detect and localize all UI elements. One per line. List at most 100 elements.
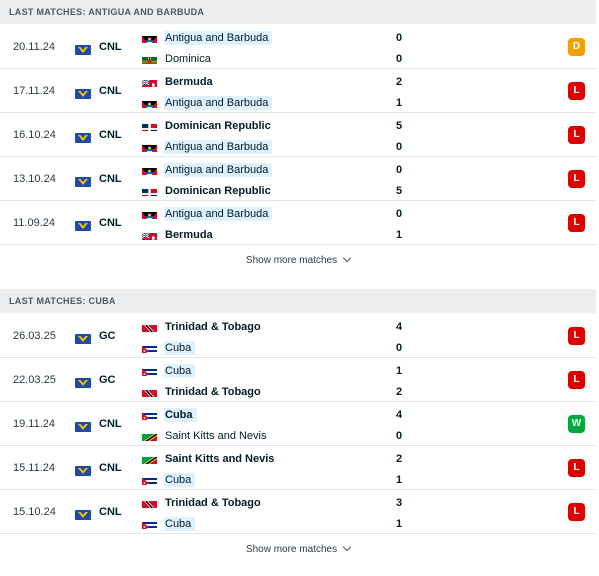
match-row[interactable]: 13.10.24 CNL Antigua and Barbuda Dominic… bbox=[0, 157, 596, 201]
chevron-down-icon bbox=[342, 253, 352, 263]
antigua-flag-icon bbox=[142, 165, 157, 175]
dominican-flag-icon bbox=[142, 186, 157, 196]
team-name: Dominican Republic bbox=[165, 120, 271, 132]
match-date: 22.03.25 bbox=[13, 374, 56, 386]
result-badge: W bbox=[568, 415, 585, 433]
team-away[interactable]: Antigua and Barbuda bbox=[142, 94, 273, 112]
home-score: 2 bbox=[395, 453, 403, 465]
competition-label: CNL bbox=[99, 462, 122, 474]
team-name: Saint Kitts and Nevis bbox=[165, 430, 267, 442]
home-score: 0 bbox=[395, 164, 403, 176]
match-row[interactable]: 15.11.24 CNL Saint Kitts and Nevis Cuba … bbox=[0, 446, 596, 490]
dominican-flag-icon bbox=[142, 121, 157, 131]
match-date: 20.11.24 bbox=[13, 41, 56, 53]
home-score: 3 bbox=[395, 497, 403, 509]
match-row[interactable]: 20.11.24 CNL Antigua and Barbuda Dominic… bbox=[0, 25, 596, 69]
match-row[interactable]: 26.03.25 GC Trinidad & Tobago Cuba 4 0 L bbox=[0, 314, 596, 358]
team-away[interactable]: Antigua and Barbuda bbox=[142, 138, 273, 156]
competition-logo-icon bbox=[75, 86, 91, 99]
antigua-flag-icon bbox=[142, 98, 157, 108]
stkitts-flag-icon bbox=[142, 431, 157, 441]
team-home[interactable]: Trinidad & Tobago bbox=[142, 494, 265, 512]
team-name: Antigua and Barbuda bbox=[164, 163, 273, 177]
result-badge: L bbox=[568, 126, 585, 144]
home-score: 0 bbox=[395, 208, 403, 220]
competition-logo-icon bbox=[75, 463, 91, 476]
team-home[interactable]: Antigua and Barbuda bbox=[142, 161, 273, 179]
team-name: Antigua and Barbuda bbox=[164, 207, 273, 221]
match-date: 19.11.24 bbox=[13, 418, 56, 430]
show-more-label: Show more matches bbox=[245, 544, 338, 555]
away-score: 0 bbox=[395, 53, 403, 65]
away-score: 1 bbox=[395, 474, 403, 486]
trinidad-flag-icon bbox=[142, 322, 157, 332]
match-row[interactable]: 11.09.24 CNL Antigua and Barbuda Bermuda… bbox=[0, 201, 596, 245]
competition-logo-icon bbox=[75, 507, 91, 520]
team-name: Dominica bbox=[165, 53, 211, 65]
result-badge: L bbox=[568, 371, 585, 389]
competition-logo-icon bbox=[75, 130, 91, 143]
show-more-matches-button[interactable]: Show more matches bbox=[0, 542, 596, 555]
home-score: 5 bbox=[395, 120, 403, 132]
section-header: LAST MATCHES: CUBA bbox=[0, 289, 596, 313]
team-name: Antigua and Barbuda bbox=[164, 96, 273, 110]
match-row[interactable]: 22.03.25 GC Cuba Trinidad & Tobago 1 2 L bbox=[0, 358, 596, 402]
away-score: 1 bbox=[395, 229, 403, 241]
team-away[interactable]: Cuba bbox=[142, 471, 196, 489]
team-home[interactable]: Trinidad & Tobago bbox=[142, 318, 265, 336]
team-home[interactable]: Antigua and Barbuda bbox=[142, 29, 273, 47]
match-date: 13.10.24 bbox=[13, 173, 56, 185]
cuba-flag-icon bbox=[142, 410, 157, 420]
away-score: 1 bbox=[395, 97, 403, 109]
team-name: Cuba bbox=[164, 408, 197, 422]
team-home[interactable]: Dominican Republic bbox=[142, 117, 275, 135]
team-away[interactable]: Bermuda bbox=[142, 226, 217, 244]
competition-label: GC bbox=[99, 374, 116, 386]
away-score: 0 bbox=[395, 430, 403, 442]
competition-logo-icon bbox=[75, 419, 91, 432]
match-row[interactable]: 15.10.24 CNL Trinidad & Tobago Cuba 3 1 … bbox=[0, 490, 596, 534]
competition-logo-icon bbox=[75, 42, 91, 55]
competition-label: GC bbox=[99, 330, 116, 342]
team-away[interactable]: Saint Kitts and Nevis bbox=[142, 427, 271, 445]
show-more-label: Show more matches bbox=[245, 255, 338, 266]
team-home[interactable]: Bermuda bbox=[142, 73, 217, 91]
match-row[interactable]: 16.10.24 CNL Dominican Republic Antigua … bbox=[0, 113, 596, 157]
stkitts-flag-icon bbox=[142, 454, 157, 464]
match-row[interactable]: 19.11.24 CNL Cuba Saint Kitts and Nevis … bbox=[0, 402, 596, 446]
competition-logo-icon bbox=[75, 375, 91, 388]
result-badge: D bbox=[568, 38, 585, 56]
match-row[interactable]: 17.11.24 CNL Bermuda Antigua and Barbuda… bbox=[0, 69, 596, 113]
competition-logo-icon bbox=[75, 331, 91, 344]
team-away[interactable]: Trinidad & Tobago bbox=[142, 383, 265, 401]
competition-logo-icon bbox=[75, 218, 91, 231]
show-more-matches-button[interactable]: Show more matches bbox=[0, 253, 596, 266]
team-home[interactable]: Cuba bbox=[142, 362, 196, 380]
team-name: Cuba bbox=[164, 364, 196, 378]
team-home[interactable]: Antigua and Barbuda bbox=[142, 205, 273, 223]
team-home[interactable]: Cuba bbox=[142, 406, 197, 424]
antigua-flag-icon bbox=[142, 142, 157, 152]
away-score: 1 bbox=[395, 518, 403, 530]
competition-label: CNL bbox=[99, 217, 122, 229]
team-away[interactable]: Cuba bbox=[142, 515, 196, 533]
match-date: 11.09.24 bbox=[13, 217, 56, 229]
team-away[interactable]: Cuba bbox=[142, 339, 196, 357]
match-date: 17.11.24 bbox=[13, 85, 56, 97]
home-score: 1 bbox=[395, 365, 403, 377]
away-score: 0 bbox=[395, 342, 403, 354]
competition-label: CNL bbox=[99, 418, 122, 430]
team-name: Dominican Republic bbox=[165, 185, 271, 197]
team-name: Trinidad & Tobago bbox=[165, 386, 261, 398]
team-name: Antigua and Barbuda bbox=[164, 31, 273, 45]
team-name: Antigua and Barbuda bbox=[164, 140, 273, 154]
result-badge: L bbox=[568, 459, 585, 477]
match-date: 15.10.24 bbox=[13, 506, 56, 518]
team-away[interactable]: Dominica bbox=[142, 50, 215, 68]
match-date: 16.10.24 bbox=[13, 129, 56, 141]
section-header: LAST MATCHES: ANTIGUA AND BARBUDA bbox=[0, 0, 596, 24]
team-away[interactable]: Dominican Republic bbox=[142, 182, 275, 200]
team-home[interactable]: Saint Kitts and Nevis bbox=[142, 450, 278, 468]
home-score: 2 bbox=[395, 76, 403, 88]
dominica-flag-icon bbox=[142, 54, 157, 64]
